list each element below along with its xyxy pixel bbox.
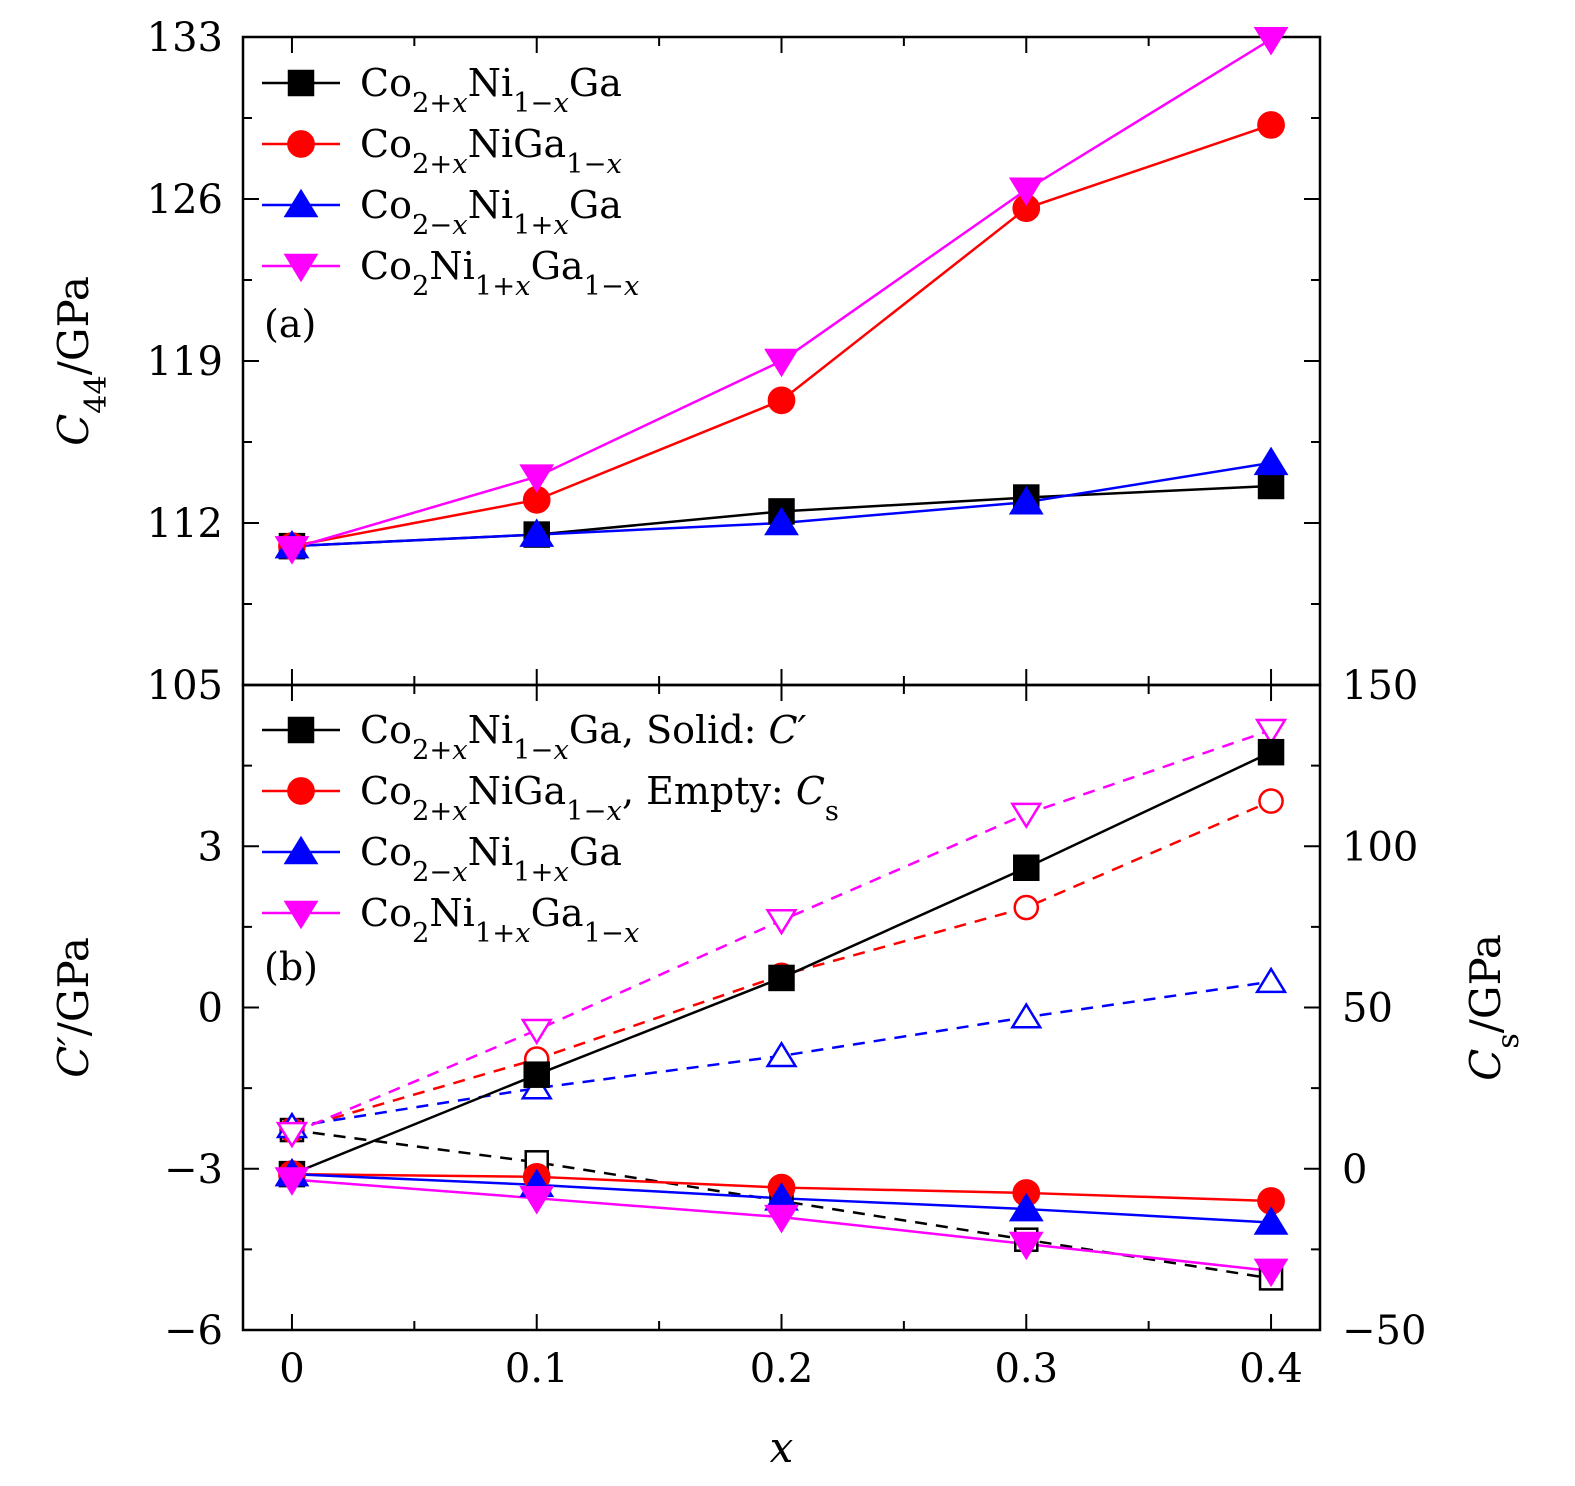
panel-b-right-y-tick-label: 0 (1342, 1147, 1367, 1193)
x-axis-title: x (770, 1423, 794, 1472)
panel-a-series-2-point (1253, 446, 1289, 476)
panel-b-right-y-axis-title: Cs/GPa (1461, 934, 1526, 1081)
panel-b-left-y-tick-label: −6 (164, 1308, 223, 1354)
panel-b-empty-series-1-point (1258, 788, 1284, 814)
panel-b-solid-series-3-point (1008, 1231, 1044, 1261)
panel-b-solid-series-3-point (274, 1167, 310, 1196)
panel-b-right-y-tick-label: 150 (1342, 663, 1418, 709)
panel-a-legend-label-1: Co2+xNiGa1−x (360, 122, 623, 180)
panel-a-series-1-point (767, 386, 796, 415)
panel-b-empty-series-2-point (1010, 1002, 1043, 1029)
panel-b-empty-series-3-point (1010, 802, 1043, 830)
panel-b-legend-label-1: Co2+xNiGa1−x, Empty: Cs (360, 769, 839, 827)
panel-a-series-3-point (1008, 177, 1044, 206)
panel-b-empty-series-2-point (1254, 966, 1288, 994)
panel-b-right-y-tick-label: −50 (1342, 1308, 1426, 1354)
panel-a-label: (a) (264, 302, 316, 346)
panel-b-empty-series-3-point (765, 909, 798, 936)
panel-a-series-2-point (519, 518, 555, 547)
x-tick-label: 0.4 (1239, 1346, 1303, 1392)
panel-b-legend-marker-1 (287, 777, 315, 805)
panel-b-left-y-tick-label: −3 (164, 1147, 223, 1193)
panel-b-legend-marker-0 (287, 716, 315, 744)
x-tick-label: 0.2 (750, 1346, 814, 1392)
panel-a-series-1-point (1257, 111, 1285, 139)
panel-a-series-3-point (1253, 27, 1289, 56)
panel-b-right-y-tick-label: 100 (1342, 824, 1418, 870)
panel-b-solid-series-0-point (523, 1061, 550, 1088)
panel-b-solid-series-3-point (519, 1186, 555, 1215)
panel-a-legend-marker-0 (287, 69, 315, 97)
panel-a-y-tick-label: 133 (147, 15, 223, 61)
panel-a-legend-label-0: Co2+xNi1−xGa (360, 61, 622, 119)
panel-a-series-2-point (764, 506, 799, 536)
panel-b-label: (b) (264, 945, 318, 989)
panel-a-y-tick-label: 119 (147, 339, 223, 385)
panel-b-solid-series-2-point (1008, 1192, 1044, 1222)
panel-b-empty-series-3-point (275, 1121, 309, 1149)
panel-b-empty-series-3-point (1254, 718, 1288, 746)
panel-b-legend-marker-2 (283, 835, 319, 865)
panel-b-left-y-tick-label: 3 (198, 824, 223, 870)
panel-b-legend-label-2: Co2−xNi1+xGa (360, 830, 622, 888)
panel-b-empty-series-1-point (1013, 894, 1040, 921)
panel-a-legend-marker-3 (283, 253, 319, 283)
panel-a-y-tick-label: 105 (147, 663, 223, 709)
panel-b-left-y-tick-label: 0 (198, 986, 223, 1032)
x-tick-label: 0.3 (994, 1346, 1058, 1392)
panel-b-right-y-tick-label: 50 (1342, 986, 1393, 1032)
panel-b-legend-label-0: Co2+xNi1−xGa, Solid: C′ (360, 708, 807, 766)
panel-a-y-tick-label: 112 (147, 501, 223, 547)
panel-b-solid-series-3-point (1253, 1258, 1289, 1288)
panel-b-legend-marker-3 (283, 900, 319, 930)
panel-a-series-1-line (291, 123, 1272, 548)
x-tick-label: 0 (279, 1346, 304, 1392)
panel-b-solid-series-0-point (1013, 854, 1040, 881)
panel-b-solid-series-0-point (1257, 738, 1285, 766)
panel-b-empty-series-3-point (520, 1018, 553, 1046)
panel-b-left-y-axis-title: C′/GPa (49, 937, 98, 1078)
panel-b-empty-series-2-point (765, 1040, 798, 1068)
panel-a-series-3-point (519, 464, 555, 493)
panel-a-legend-label-2: Co2−xNi1+xGa (360, 183, 622, 241)
panel-a-legend-marker-2 (283, 188, 319, 218)
panel-a-legend-marker-1 (287, 130, 315, 158)
x-tick-label: 0.1 (505, 1346, 569, 1392)
panel-a-series-3-point (274, 536, 310, 565)
panel-a-series-2-point (1008, 485, 1044, 515)
panel-b-legend-label-3: Co2Ni1+xGa1−x (360, 891, 640, 949)
panel-a-y-tick-label: 126 (147, 177, 223, 223)
panel-b-solid-series-0-point (768, 964, 795, 992)
panel-b-solid-series-3-point (764, 1204, 799, 1234)
panel-b-solid-series-2-point (1253, 1206, 1289, 1235)
panel-a-legend-label-3: Co2Ni1+xGa1−x (360, 244, 640, 302)
panel-a-series-0-point (1257, 472, 1285, 500)
panel-a-series-3-point (764, 348, 799, 378)
panel-a-y-axis-title: C44/GPa (49, 276, 114, 446)
